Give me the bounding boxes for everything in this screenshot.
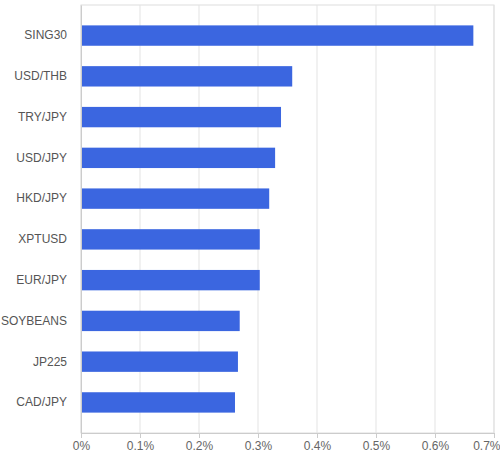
y-tick-label: CAD/JPY [16, 395, 67, 409]
grid-line [494, 5, 495, 433]
y-tick: SOYBEANS [1, 314, 81, 328]
y-tick-label: USD/JPY [16, 151, 67, 165]
bar [81, 392, 235, 412]
bar [81, 66, 292, 86]
x-tick-label: 0.2% [186, 439, 214, 453]
bar [81, 107, 281, 127]
grid-line [81, 5, 82, 433]
x-tick-mark [199, 433, 200, 438]
bar [81, 148, 275, 168]
bar [81, 229, 260, 249]
y-axis: SING30 USD/THB TRY/JPY USD/JPY HKD/JPY XPTUSD… [1, 6, 82, 434]
x-tick-label: 0.5% [363, 439, 391, 453]
y-tick-label: USD/THB [14, 69, 67, 83]
x-axis-line [82, 433, 495, 434]
grid [81, 5, 494, 433]
bar [81, 25, 473, 45]
chart: 0% 0.1% 0.2% 0.3% 0.4% 0.5% 0.6% 0.7% SING30 USD/… [0, 0, 500, 458]
bar [81, 188, 269, 208]
x-tick: 0.4% [304, 433, 332, 453]
y-tick: TRY/JPY [18, 110, 81, 124]
y-tick: USD/THB [14, 69, 81, 83]
y-tick-label: XPTUSD [18, 232, 67, 246]
x-tick-mark [494, 433, 495, 438]
y-tick: HKD/JPY [16, 191, 81, 205]
x-tick-label: 0.6% [422, 439, 450, 453]
y-axis-line [81, 6, 82, 434]
x-axis: 0% 0.1% 0.2% 0.3% 0.4% 0.5% 0.6% 0.7% [73, 433, 500, 453]
y-tick-label: EUR/JPY [16, 273, 67, 287]
x-tick-label: 0.1% [127, 439, 155, 453]
x-tick-label: 0.3% [245, 439, 273, 453]
y-tick: USD/JPY [16, 151, 81, 165]
y-tick: JP225 [33, 355, 81, 369]
bar [81, 311, 240, 331]
y-tick: XPTUSD [18, 232, 81, 246]
x-tick-mark [81, 433, 82, 438]
y-tick-label: HKD/JPY [16, 191, 67, 205]
x-tick: 0.5% [363, 433, 391, 453]
x-tick: 0.7% [473, 433, 500, 453]
y-tick: CAD/JPY [16, 395, 81, 409]
plot-frame [81, 5, 494, 433]
x-tick-label: 0.4% [304, 439, 332, 453]
x-tick: 0.6% [422, 433, 450, 453]
x-tick-mark [376, 433, 377, 438]
y-tick-label: JP225 [33, 355, 67, 369]
y-tick: EUR/JPY [16, 273, 81, 287]
bar [81, 351, 238, 371]
grid-line [376, 5, 377, 433]
x-tick: 0.3% [245, 433, 273, 453]
y-tick-label: TRY/JPY [18, 110, 67, 124]
grid-line [317, 5, 318, 433]
x-tick-mark [258, 433, 259, 438]
y-tick-label: SOYBEANS [1, 314, 67, 328]
x-tick-label: 0% [73, 439, 91, 453]
x-tick: 0.1% [127, 433, 155, 453]
x-tick-label: 0.7% [473, 439, 500, 453]
bar [81, 270, 260, 290]
x-tick-mark [140, 433, 141, 438]
x-tick: 0% [73, 433, 91, 453]
plot: 0% 0.1% 0.2% 0.3% 0.4% 0.5% 0.6% 0.7% SING30 USD/… [1, 5, 500, 453]
y-tick: SING30 [24, 28, 81, 42]
bars [81, 25, 473, 412]
x-tick-mark [435, 433, 436, 438]
x-tick-mark [317, 433, 318, 438]
x-tick: 0.2% [186, 433, 214, 453]
grid-line [435, 5, 436, 433]
y-tick-label: SING30 [24, 28, 67, 42]
